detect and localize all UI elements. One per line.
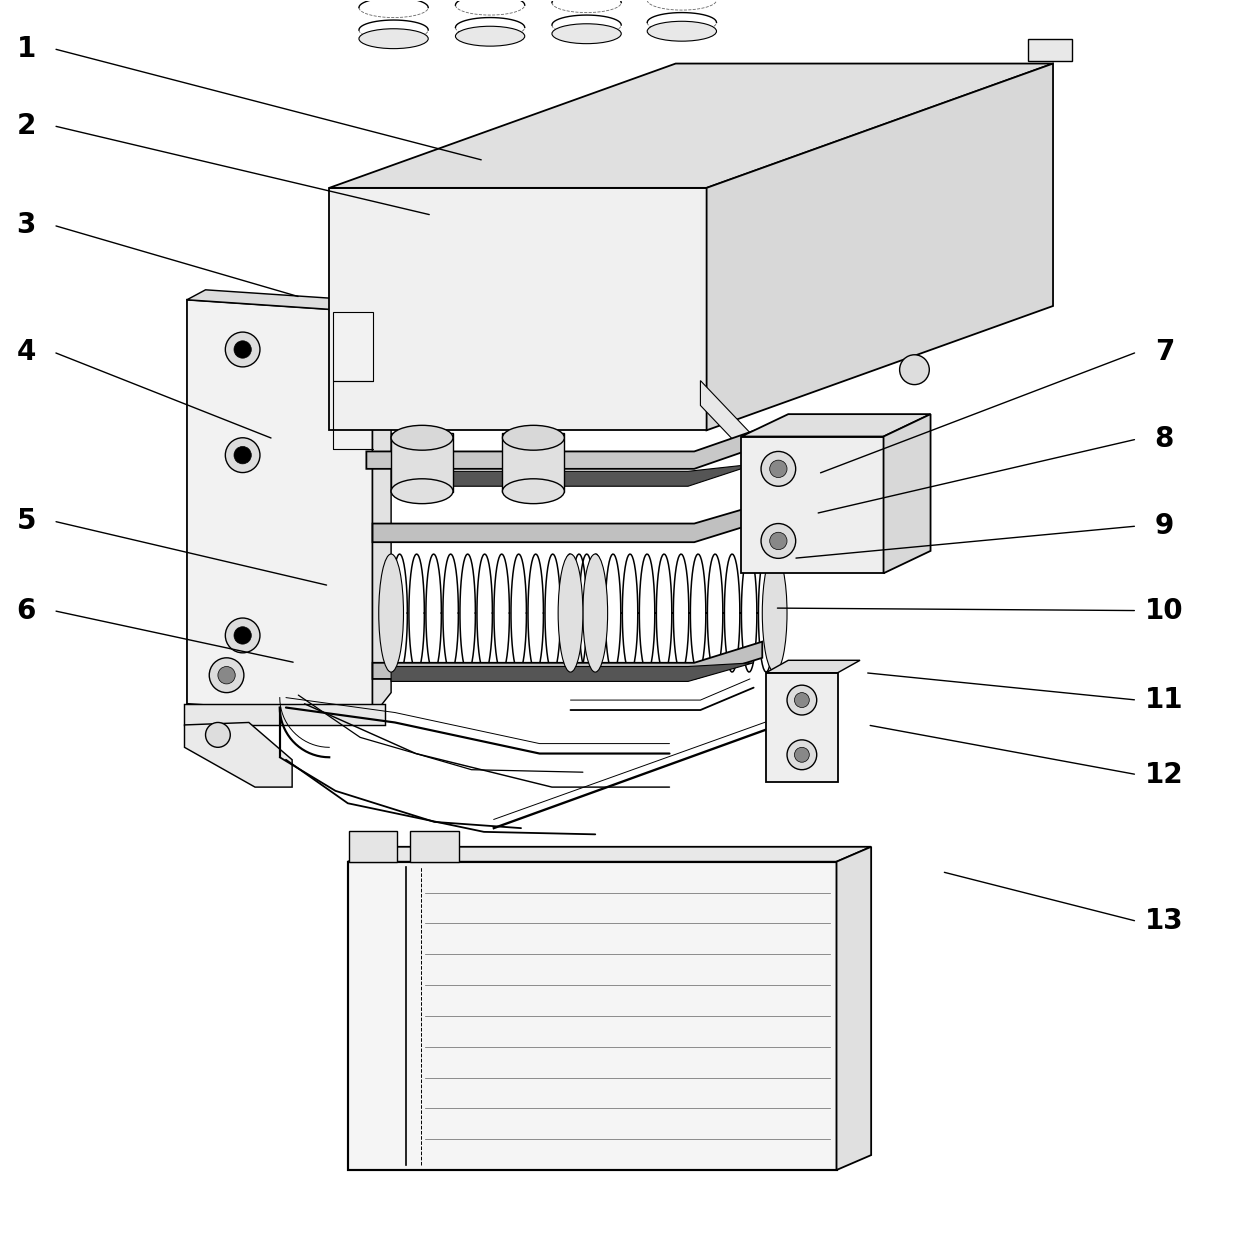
Text: 3: 3 (16, 211, 36, 239)
Circle shape (234, 627, 252, 644)
Polygon shape (348, 831, 397, 862)
Bar (1028, 39, 1071, 61)
Text: 5: 5 (16, 507, 36, 535)
Text: 1: 1 (16, 35, 36, 62)
Polygon shape (884, 414, 930, 573)
Polygon shape (330, 188, 707, 430)
Ellipse shape (391, 478, 453, 503)
Polygon shape (397, 464, 756, 486)
Text: 9: 9 (1154, 512, 1174, 540)
Ellipse shape (502, 425, 564, 450)
Polygon shape (837, 847, 872, 1170)
Polygon shape (766, 660, 861, 673)
Circle shape (234, 341, 252, 358)
Circle shape (226, 333, 260, 366)
Text: 7: 7 (1154, 338, 1174, 366)
Polygon shape (334, 313, 372, 380)
Polygon shape (185, 704, 384, 725)
Circle shape (206, 723, 231, 748)
Circle shape (795, 748, 810, 763)
Bar (391, 432, 453, 492)
Polygon shape (347, 862, 837, 1170)
Text: 11: 11 (1145, 687, 1184, 714)
Ellipse shape (558, 554, 583, 672)
Circle shape (226, 437, 260, 472)
Polygon shape (742, 436, 884, 573)
Ellipse shape (455, 26, 525, 46)
Circle shape (795, 693, 810, 708)
Circle shape (787, 685, 817, 715)
Text: 12: 12 (1145, 760, 1184, 789)
Circle shape (210, 658, 244, 693)
Ellipse shape (763, 554, 787, 672)
Text: 8: 8 (1154, 425, 1174, 454)
Text: 6: 6 (16, 597, 36, 624)
Circle shape (770, 532, 787, 549)
Polygon shape (372, 642, 763, 679)
Ellipse shape (391, 425, 453, 450)
Polygon shape (185, 723, 293, 787)
Polygon shape (742, 414, 930, 436)
Circle shape (899, 355, 929, 385)
Bar (502, 432, 564, 492)
Circle shape (787, 740, 817, 770)
Ellipse shape (358, 29, 428, 49)
Circle shape (226, 618, 260, 653)
Ellipse shape (502, 478, 564, 503)
Polygon shape (766, 673, 838, 782)
Circle shape (770, 460, 787, 477)
Polygon shape (187, 300, 372, 716)
Ellipse shape (647, 21, 717, 41)
Polygon shape (707, 64, 1053, 430)
Circle shape (218, 667, 236, 684)
Ellipse shape (583, 554, 608, 672)
Polygon shape (409, 831, 459, 862)
Text: 2: 2 (16, 112, 36, 140)
Text: 13: 13 (1145, 907, 1184, 936)
Ellipse shape (378, 554, 403, 672)
Circle shape (761, 451, 796, 486)
Polygon shape (366, 426, 766, 468)
Polygon shape (330, 64, 1053, 188)
Polygon shape (347, 847, 872, 862)
Polygon shape (372, 303, 391, 716)
Polygon shape (187, 290, 391, 313)
Circle shape (234, 446, 252, 464)
Ellipse shape (552, 24, 621, 44)
Polygon shape (701, 380, 754, 461)
Text: 10: 10 (1145, 597, 1184, 624)
Circle shape (761, 523, 796, 558)
Polygon shape (391, 663, 754, 682)
Polygon shape (372, 503, 763, 542)
Text: 4: 4 (16, 338, 36, 366)
